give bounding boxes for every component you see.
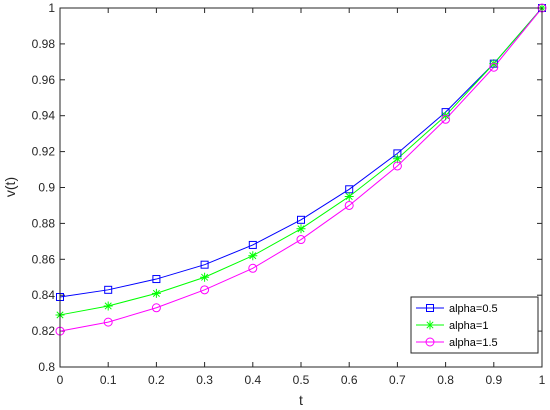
circle-marker: [344, 200, 354, 210]
legend-label: alpha=1.5: [449, 337, 498, 349]
x-tick-label: 0.1: [100, 373, 117, 387]
asterisk-marker: [392, 154, 402, 164]
x-tick-label: 0.8: [437, 373, 454, 387]
square-marker: [104, 285, 113, 294]
square-marker: [297, 215, 305, 224]
asterisk-marker: [425, 320, 435, 330]
circle-marker: [248, 263, 258, 273]
x-tick-label: 0.9: [485, 373, 502, 387]
legend: alpha=0.5 alpha=1 alpha=1.5: [410, 296, 539, 354]
asterisk-marker: [296, 224, 306, 234]
x-axis-label: t: [299, 392, 303, 408]
x-tick-label: 0.6: [341, 373, 358, 387]
square-marker: [248, 240, 257, 249]
series-markers: [55, 3, 547, 336]
circle-marker: [200, 285, 210, 295]
y-tick-label: 0.82: [32, 324, 56, 338]
x-tick-label: 1: [539, 373, 546, 387]
y-tick-label: 0.8: [38, 360, 55, 374]
y-tick-label: 0.98: [32, 37, 56, 51]
plot-frame: [59, 7, 543, 368]
asterisk-marker: [200, 272, 210, 282]
x-tick-label: 0.3: [196, 373, 213, 387]
series-line-2: [59, 7, 543, 332]
circle-marker: [489, 62, 499, 72]
y-tick-label: 0.88: [32, 216, 56, 230]
y-tick-label: 0.94: [32, 109, 56, 123]
asterisk-marker: [248, 251, 258, 261]
asterisk-marker: [103, 301, 113, 311]
x-tick-label: 0: [57, 373, 64, 387]
series-line-0: [59, 7, 543, 298]
asterisk-marker: [151, 288, 161, 298]
y-tick-label: 0.9: [38, 181, 55, 195]
y-tick-label: 0.92: [32, 145, 56, 159]
square-marker: [426, 304, 434, 312]
y-axis-label: v(t): [2, 177, 18, 197]
legend-label: alpha=0.5: [449, 303, 498, 315]
y-tick-label: 0.96: [32, 73, 56, 87]
circle-marker: [296, 235, 306, 245]
x-tick-label: 0.4: [244, 373, 261, 387]
legend-label: alpha=1: [449, 320, 488, 332]
asterisk-marker: [344, 191, 354, 201]
y-tick-label: 0.84: [32, 288, 56, 302]
square-marker: [152, 275, 161, 284]
x-tick-label: 0.2: [148, 373, 165, 387]
circle-marker: [392, 161, 402, 171]
circle-marker: [151, 303, 161, 313]
square-marker: [200, 260, 209, 269]
x-tick-label: 0.7: [389, 373, 406, 387]
circle-marker: [103, 317, 113, 327]
y-tick-label: 0.86: [32, 252, 56, 266]
circle-marker: [425, 337, 435, 347]
circle-marker: [441, 114, 451, 124]
tick-labels: 0 0.1 0.2 0.3 0.4 0.5 0.6 0.7 0.8 0.9 1 0.8 0.82 0.84…: [32, 1, 546, 387]
y-tick-label: 1: [48, 1, 55, 15]
x-tick-label: 0.5: [293, 373, 310, 387]
